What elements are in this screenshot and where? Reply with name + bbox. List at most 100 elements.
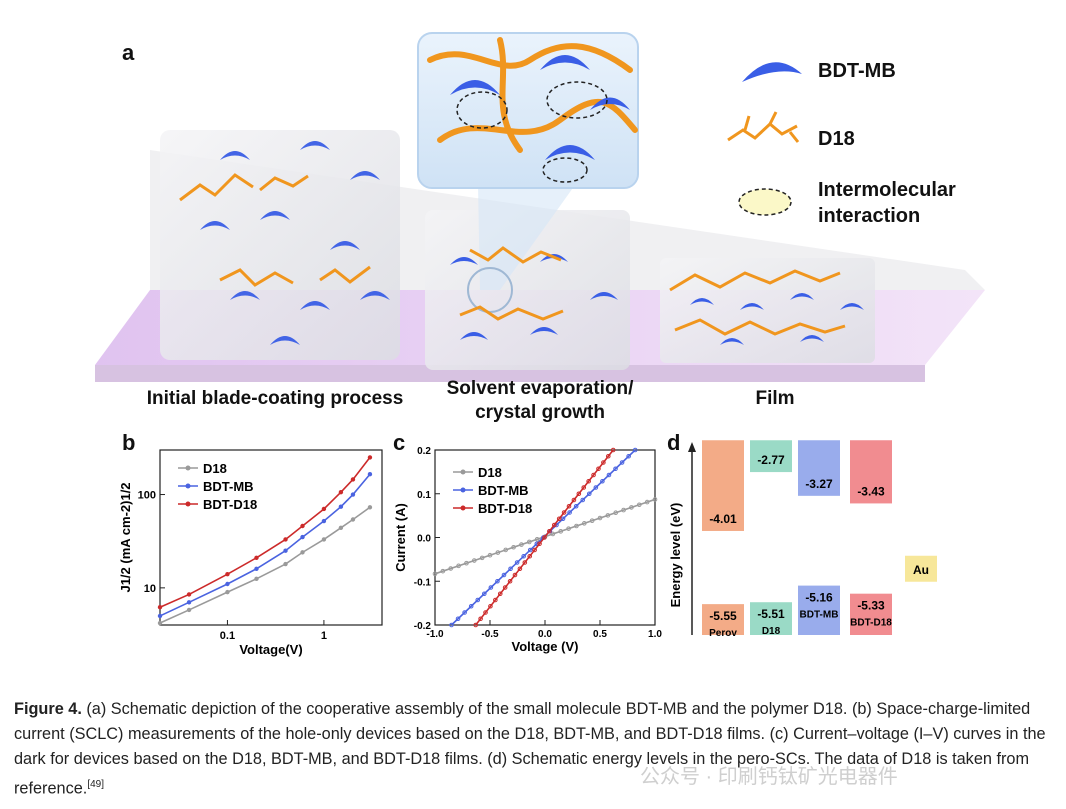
chart-c-ytick-label: 0.0	[417, 534, 431, 545]
chart-c-point	[621, 507, 626, 513]
chart-c-point	[479, 555, 485, 561]
stage-label-evaporation-1: Solvent evaporation/	[446, 378, 634, 399]
panel-d-letter: d	[667, 430, 681, 455]
chart-d-homo-box	[798, 585, 840, 635]
chart-c-point	[556, 516, 562, 522]
chart-c-point	[561, 510, 567, 515]
stage-label-coating: Initial blade-coating process	[146, 388, 404, 409]
chart-b-xlabel: Voltage(V)	[239, 642, 302, 657]
chart-c-point	[610, 447, 616, 453]
chart-c-legend-label: BDT-MB	[478, 483, 529, 498]
chart-c-legend-label: D18	[478, 465, 502, 480]
panel-c-letter: c	[393, 430, 406, 455]
panel-a-letter: a	[122, 40, 135, 65]
watermark-text: 公众号 · 印刷钙钛矿光电器件	[640, 766, 898, 788]
chart-c-legend-marker	[460, 469, 466, 475]
chart-c-point	[591, 472, 596, 478]
evaporation-box	[425, 210, 630, 370]
chart-c-legend-label: BDT-D18	[478, 501, 532, 516]
chart-b-legend-label: BDT-MB	[203, 479, 254, 494]
chart-c-point	[606, 472, 612, 478]
chart-d-homo-box	[702, 604, 744, 635]
chart-c-point	[521, 553, 526, 559]
chart-b-point	[157, 620, 163, 626]
chart-c-point	[652, 497, 658, 502]
chart-c-point	[596, 466, 601, 472]
chart-b-point	[321, 518, 327, 524]
chart-c-point	[566, 503, 572, 509]
chart-c-point	[551, 522, 557, 528]
chart-c-point	[558, 529, 564, 534]
chart-b-point	[367, 455, 373, 460]
chart-c-point	[522, 560, 528, 565]
chart-c-xtick-label: 0.5	[593, 629, 607, 640]
chart-d-lumo-box	[750, 440, 792, 473]
chart-b-legend-marker	[185, 483, 191, 489]
chart-d-material-label: BDT-D18	[850, 618, 892, 629]
chart-b-point	[225, 581, 230, 587]
chart-b-series-d18	[159, 506, 371, 624]
chart-c-ytick-label: 0.2	[417, 446, 431, 457]
chart-c-point	[473, 622, 478, 628]
chart-b-ylabel: J1/2 (mA cm-2)1/2	[118, 482, 133, 592]
chart-b-legend-marker	[185, 465, 191, 471]
chart-c-point	[527, 553, 533, 559]
chart-b-point	[321, 537, 327, 542]
chart-d-homo-label: -5.16	[805, 591, 833, 605]
film-box	[660, 258, 875, 363]
chart-c-point	[526, 539, 532, 545]
chart-c-ytick-label: 0.1	[417, 490, 431, 501]
chart-c-point	[468, 603, 474, 609]
chart-b-point	[300, 550, 305, 555]
chart-d-lumo-label: -4.01	[709, 512, 737, 526]
chart-d-au-box	[905, 555, 937, 582]
stage-label-film: Film	[755, 388, 795, 409]
chart-d-axis-arrow	[688, 442, 696, 452]
chart-c-point	[502, 585, 508, 590]
chart-c-point	[527, 547, 533, 553]
chart-c-series-bdt-mb	[450, 449, 636, 626]
chart-b-series-bdt-d18	[159, 456, 371, 608]
legend-interaction-line1: Intermolecular	[818, 179, 956, 201]
chart-c-point	[471, 558, 477, 563]
panel-a-schematic	[95, 32, 985, 382]
chart-b-point	[350, 517, 356, 522]
chart-c-point	[495, 550, 501, 555]
caption-text: (a) Schematic depiction of the cooperati…	[14, 700, 1046, 798]
chart-c-point	[586, 491, 592, 497]
chart-c-point	[497, 591, 503, 597]
chart-c-point	[483, 610, 488, 615]
chart-c-point	[629, 505, 634, 510]
chart-c-point	[493, 597, 498, 603]
chart-b-point	[283, 561, 288, 567]
chart-c-point	[503, 547, 509, 553]
chart-c-point	[581, 521, 587, 526]
chart-d-homo-label: -5.33	[857, 599, 885, 613]
chart-c-point	[449, 622, 454, 628]
chart-c-point	[619, 460, 625, 465]
chart-c-point	[519, 542, 524, 547]
chart-b-ytick-label: 100	[138, 490, 156, 502]
chart-c-point	[586, 478, 591, 484]
chart-c-point	[512, 572, 518, 578]
chart-c-point	[542, 535, 547, 540]
chart-b-point	[186, 592, 192, 597]
chart-d-material-label: D18	[762, 626, 781, 637]
legend-bdt-mb: BDT-MB	[818, 60, 896, 82]
chart-b-point	[338, 489, 344, 495]
chart-c-point	[534, 536, 540, 542]
chart-b-point	[225, 589, 230, 595]
chart-c-point	[456, 563, 461, 569]
chart-c-point	[455, 616, 461, 622]
chart-c-point	[488, 603, 493, 609]
chart-b-point	[254, 566, 259, 572]
chart-b-point	[367, 472, 373, 477]
chart-c-point	[482, 591, 487, 597]
chart-b-legend-marker	[185, 501, 191, 507]
chart-c-point	[550, 531, 556, 537]
chart-c-point	[501, 572, 507, 578]
chart-d-homo-label: -5.55	[709, 609, 737, 623]
chart-c-point	[566, 526, 571, 531]
chart-c-point	[601, 460, 606, 465]
chart-c-xtick-label: 1.0	[648, 629, 662, 640]
